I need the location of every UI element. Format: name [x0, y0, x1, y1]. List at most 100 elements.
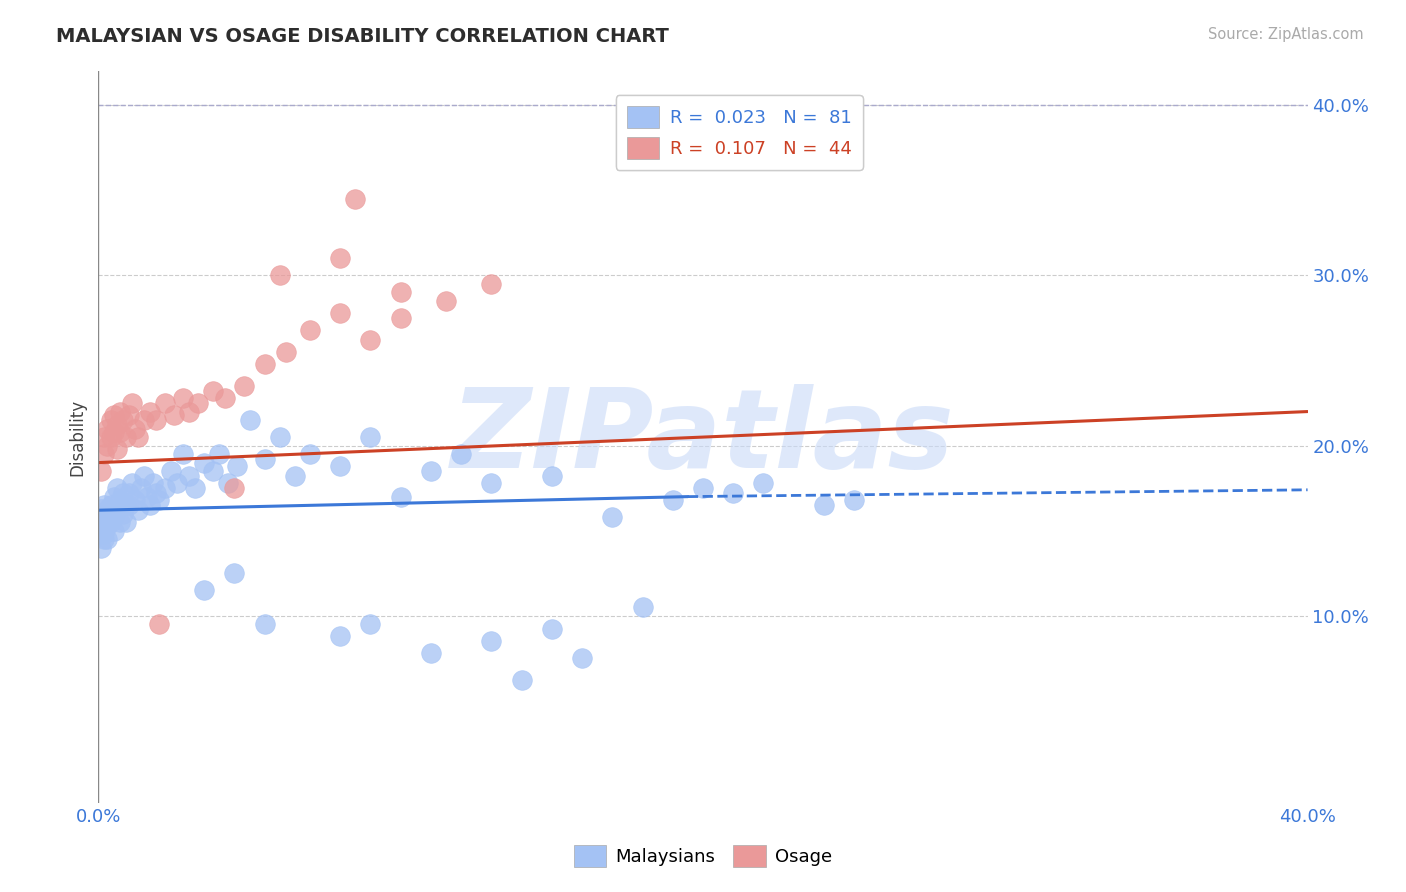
Point	[96, 439, 118, 453]
Point	[239, 413, 262, 427]
Point	[329, 458, 352, 473]
Point	[96, 503, 118, 517]
Legend: R =  0.023   N =  81, R =  0.107   N =  44: R = 0.023 N = 81, R = 0.107 N = 44	[616, 95, 863, 169]
Point	[723, 486, 745, 500]
Point	[90, 507, 112, 521]
Point	[360, 430, 382, 444]
Point	[121, 396, 143, 410]
Point	[253, 357, 276, 371]
Point	[226, 458, 249, 473]
Point	[118, 408, 141, 422]
Point	[103, 510, 125, 524]
Point	[148, 493, 170, 508]
Point	[108, 404, 131, 418]
Point	[145, 486, 167, 500]
Point	[139, 404, 162, 418]
Point	[253, 452, 276, 467]
Point	[96, 421, 118, 435]
Point	[153, 396, 176, 410]
Point	[139, 498, 162, 512]
Point	[111, 486, 134, 500]
Point	[103, 408, 125, 422]
Point	[329, 306, 352, 320]
Point	[142, 475, 165, 490]
Point	[299, 447, 322, 461]
Point	[132, 469, 155, 483]
Point	[329, 252, 352, 266]
Point	[93, 515, 115, 529]
Point	[208, 447, 231, 461]
Point	[389, 490, 412, 504]
Point	[844, 493, 866, 508]
Y-axis label: Disability: Disability	[69, 399, 87, 475]
Point	[187, 396, 209, 410]
Point	[96, 532, 118, 546]
Point	[299, 323, 322, 337]
Point	[752, 475, 775, 490]
Point	[100, 413, 122, 427]
Point	[105, 481, 128, 495]
Point	[114, 498, 136, 512]
Point	[602, 510, 624, 524]
Point	[93, 447, 115, 461]
Point	[100, 430, 122, 444]
Point	[571, 651, 593, 665]
Point	[90, 464, 112, 478]
Point	[129, 481, 152, 495]
Point	[389, 311, 412, 326]
Point	[224, 566, 246, 581]
Point	[145, 413, 167, 427]
Point	[127, 430, 149, 444]
Point	[329, 629, 352, 643]
Point	[93, 527, 115, 541]
Point	[96, 510, 118, 524]
Point	[118, 486, 141, 500]
Point	[274, 345, 297, 359]
Point	[193, 456, 215, 470]
Point	[344, 192, 367, 206]
Point	[90, 515, 112, 529]
Point	[214, 391, 236, 405]
Point	[108, 515, 131, 529]
Point	[100, 498, 122, 512]
Point	[160, 464, 183, 478]
Point	[103, 490, 125, 504]
Point	[202, 384, 225, 399]
Point	[172, 447, 194, 461]
Point	[481, 475, 503, 490]
Point	[108, 425, 131, 439]
Point	[103, 524, 125, 538]
Point	[217, 475, 239, 490]
Point	[269, 268, 291, 283]
Point	[166, 475, 188, 490]
Point	[121, 475, 143, 490]
Point	[105, 442, 128, 456]
Point	[813, 498, 835, 512]
Point	[103, 425, 125, 439]
Point	[481, 277, 503, 291]
Point	[93, 510, 115, 524]
Point	[692, 481, 714, 495]
Point	[124, 421, 146, 435]
Text: MALAYSIAN VS OSAGE DISABILITY CORRELATION CHART: MALAYSIAN VS OSAGE DISABILITY CORRELATIO…	[56, 27, 669, 45]
Point	[135, 490, 157, 504]
Point	[90, 501, 112, 516]
Point	[360, 333, 382, 347]
Point	[132, 413, 155, 427]
Point	[184, 481, 207, 495]
Point	[193, 583, 215, 598]
Point	[127, 503, 149, 517]
Point	[179, 469, 201, 483]
Point	[232, 379, 254, 393]
Point	[111, 413, 134, 427]
Point	[105, 418, 128, 433]
Point	[96, 518, 118, 533]
Point	[124, 493, 146, 508]
Point	[90, 541, 112, 555]
Point	[540, 469, 562, 483]
Point	[105, 503, 128, 517]
Text: ZIPatlas: ZIPatlas	[451, 384, 955, 491]
Point	[90, 527, 112, 541]
Point	[269, 430, 291, 444]
Point	[172, 391, 194, 405]
